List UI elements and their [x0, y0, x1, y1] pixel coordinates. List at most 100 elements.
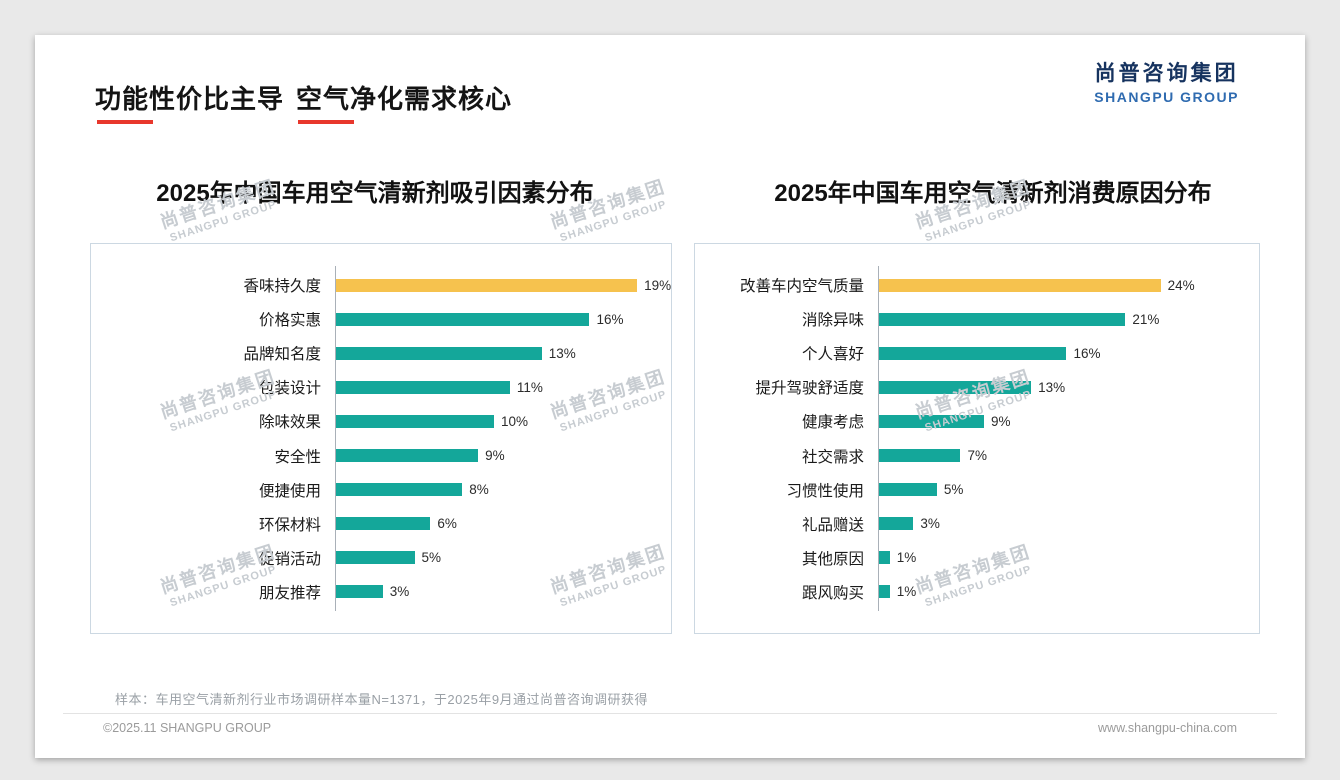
bar-track: 7% [878, 439, 1249, 473]
bar-track: 1% [878, 575, 1249, 609]
bar-value-label: 19% [644, 277, 672, 293]
bar-track: 13% [878, 370, 1249, 404]
bar-row: 便捷使用 8% [91, 473, 661, 507]
bar [878, 585, 890, 599]
bar-category-label: 提升驾驶舒适度 [755, 380, 864, 398]
bar [335, 517, 431, 531]
bar-track: 6% [335, 507, 661, 541]
bar-track: 19% [335, 268, 671, 302]
bar [335, 449, 479, 463]
bar-category-label: 其他原因 [801, 550, 864, 568]
company-logo: 尚普咨询集团 SHANGPU GROUP [1094, 57, 1239, 105]
bar-category-label: 环保材料 [258, 516, 321, 534]
bar-row: 其他原因 1% [695, 541, 1249, 575]
bar-category-label: 价格实惠 [258, 312, 321, 330]
bar-track: 16% [878, 336, 1249, 370]
bar-category-label: 改善车内空气质量 [739, 278, 864, 295]
sample-note: 样本：车用空气清新剂行业市场调研样本量N=1371，于2025年9月通过尚普咨询… [115, 692, 649, 707]
y-axis-line [878, 266, 879, 611]
bar [335, 414, 495, 428]
bar [878, 517, 914, 531]
bar-track: 9% [335, 439, 661, 473]
bar-value-label: 5% [943, 482, 964, 498]
logo-english-text: SHANGPU GROUP [1094, 89, 1239, 105]
bar-value-label: 8% [469, 482, 489, 498]
bar-track: 10% [335, 404, 661, 438]
bar [878, 312, 1126, 326]
bar [335, 551, 415, 565]
bar-category-label: 习惯性使用 [786, 482, 864, 500]
bar [335, 380, 510, 394]
slide-card: 功能性价比主导 空气净化需求核心 尚普咨询集团 SHANGPU GROUP 202… [35, 35, 1305, 758]
bar-row: 习惯性使用 5% [695, 473, 1249, 507]
bar-value-label: 16% [596, 311, 624, 327]
bar-value-label: 16% [1073, 345, 1101, 361]
bar [878, 483, 937, 497]
bar-track: 3% [335, 575, 661, 609]
bar-row: 价格实惠 16% [91, 302, 661, 336]
bar-track: 11% [335, 370, 661, 404]
y-axis-line [335, 266, 336, 611]
bar-category-label: 便捷使用 [258, 482, 321, 500]
page-title-part2: 空气净化需求核心 [296, 79, 512, 124]
bar-category-label: 个人喜好 [801, 346, 864, 364]
bar-chart: 改善车内空气质量 24% 消除异味 21% 个人喜好 16% 提升驾驶舒适度 13% 健康考虑 9… [695, 268, 1249, 609]
bar-value-label: 7% [967, 448, 987, 464]
bar-category-label: 香味持久度 [243, 278, 321, 295]
bar-value-label: 6% [437, 516, 457, 532]
bar [878, 449, 961, 463]
bar-row: 改善车内空气质量 24% [695, 268, 1249, 302]
bar-row: 跟风购买 1% [695, 575, 1249, 609]
bar [335, 483, 463, 497]
bar-track: 5% [335, 541, 661, 575]
chart-title-attraction-factors: 2025年中国车用空气清新剂吸引因素分布 [156, 180, 594, 207]
bar-row: 安全性 9% [91, 439, 661, 473]
bar-value-label: 9% [485, 448, 505, 464]
bar-track: 16% [335, 302, 661, 336]
logo-chinese-text: 尚普咨询集团 [1094, 62, 1239, 85]
bar-row: 消除异味 21% [695, 302, 1249, 336]
bar-value-label: 3% [920, 516, 940, 532]
bar-track: 8% [335, 473, 661, 507]
bar-row: 礼品赠送 3% [695, 507, 1249, 541]
bar [335, 312, 590, 326]
bar-track: 24% [878, 268, 1249, 302]
bar [335, 585, 383, 599]
bar-category-label: 消除异味 [801, 312, 864, 330]
bar-row: 健康考虑 9% [695, 404, 1249, 438]
bar-row: 除味效果 10% [91, 404, 661, 438]
bar-category-label: 社交需求 [801, 448, 864, 466]
bar-chart: 香味持久度 19% 价格实惠 16% 品牌知名度 13% 包装设计 11% 除味效果 10% 安全性… [91, 268, 671, 609]
bar-row: 个人喜好 16% [695, 336, 1249, 370]
bar [335, 278, 638, 292]
bar-value-label: 13% [548, 345, 576, 361]
bar-value-label: 10% [501, 413, 529, 429]
chart-attraction-factors: 香味持久度 19% 价格实惠 16% 品牌知名度 13% 包装设计 11% 除味效果 10% 安全性… [90, 243, 672, 634]
bar-value-label: 13% [1038, 379, 1066, 395]
bar-row: 促销活动 5% [91, 541, 661, 575]
bar-value-label: 1% [896, 584, 917, 600]
bar [878, 380, 1032, 394]
bar-category-label: 促销活动 [258, 550, 321, 568]
bar-track: 3% [878, 507, 1249, 541]
bar-category-label: 礼品赠送 [801, 516, 864, 534]
bar-category-label: 包装设计 [258, 380, 321, 398]
bar-row: 品牌知名度 13% [91, 336, 661, 370]
bar-value-label: 3% [389, 584, 410, 600]
page-title-part1: 功能性价比主导 [95, 79, 284, 124]
bar-track: 5% [878, 473, 1249, 507]
bar-track: 9% [878, 404, 1249, 438]
bar [335, 346, 542, 360]
bar [878, 346, 1067, 360]
bar-value-label: 21% [1132, 311, 1160, 327]
chart-consumption-reasons: 改善车内空气质量 24% 消除异味 21% 个人喜好 16% 提升驾驶舒适度 13% 健康考虑 9… [694, 243, 1260, 634]
bar-value-label: 11% [516, 379, 543, 395]
bar-value-label: 5% [421, 550, 442, 566]
bar-track: 13% [335, 336, 661, 370]
bar [878, 278, 1161, 292]
website-text: www.shangpu-china.com [1098, 721, 1237, 735]
bar-row: 包装设计 11% [91, 370, 661, 404]
bar-category-label: 除味效果 [258, 414, 321, 432]
copyright-text: ©2025.11 SHANGPU GROUP [103, 721, 272, 735]
bar-category-label: 健康考虑 [801, 414, 864, 432]
